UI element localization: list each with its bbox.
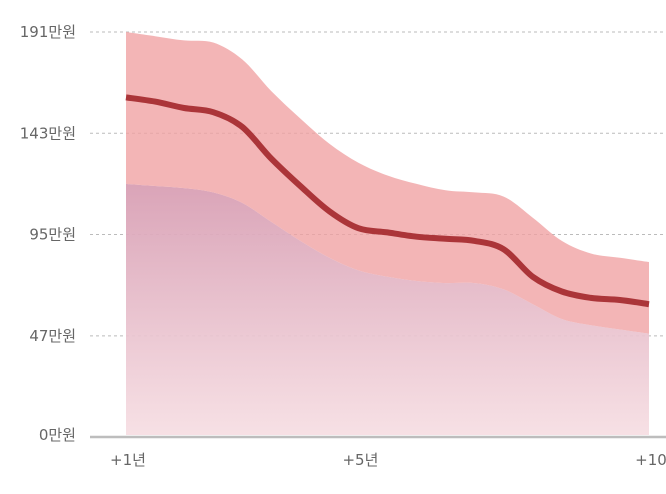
median-line: [125, 94, 650, 308]
x-tick-label: +1년: [110, 451, 146, 469]
confidence-band: [126, 32, 649, 334]
y-tick-label: 47만원: [29, 327, 76, 345]
x-tick-label: +5년: [342, 451, 378, 469]
y-tick-label: 0만원: [39, 426, 76, 444]
chart-areas: [125, 32, 650, 435]
y-tick-label: 95만원: [29, 226, 76, 244]
y-tick-label: 143만원: [20, 124, 76, 142]
x-tick-labels: +1년 +5년 +10: [110, 451, 666, 469]
lower-area: [126, 183, 649, 435]
y-tick-labels: 191만원 143만원 95만원 47만원 0만원: [20, 23, 76, 444]
x-tick-label: +10: [635, 451, 666, 469]
y-tick-label: 191만원: [20, 23, 76, 41]
